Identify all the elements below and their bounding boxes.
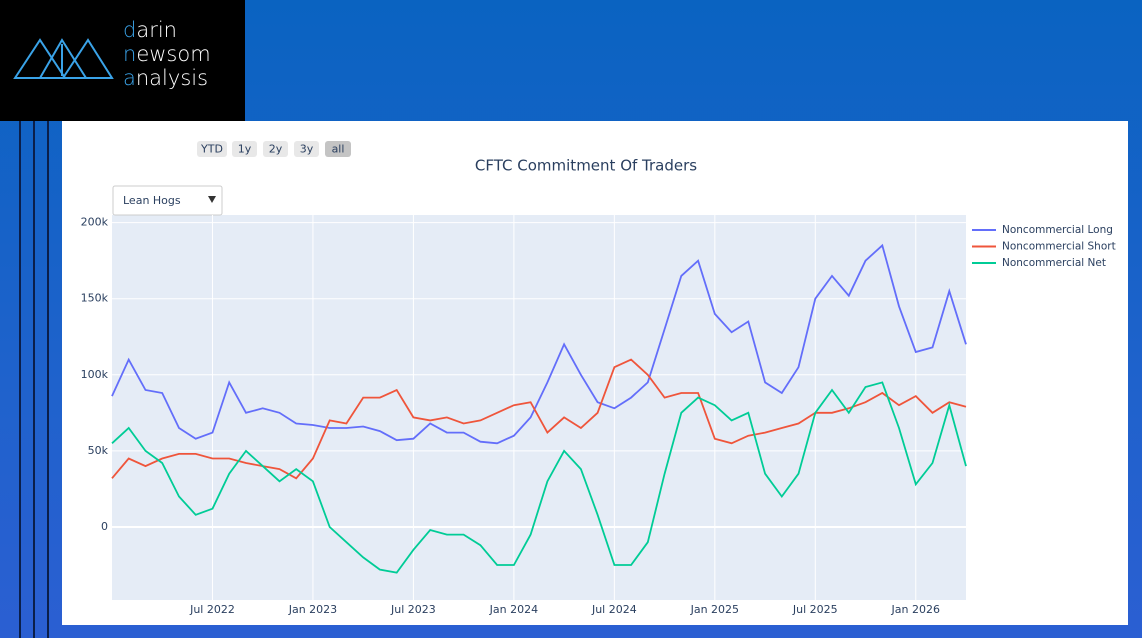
logo-text: darin newsom analysis <box>123 18 211 90</box>
legend-label[interactable]: Noncommercial Net <box>1002 257 1106 269</box>
side-lines <box>19 121 49 638</box>
range-button[interactable] <box>232 141 257 157</box>
y-tick-label: 50k <box>88 444 109 457</box>
x-tick-label: Jul 2023 <box>390 603 436 616</box>
legend-label[interactable]: Noncommercial Long <box>1002 224 1113 236</box>
range-button[interactable] <box>325 141 351 157</box>
logo-line: newsom <box>123 42 211 66</box>
range-button-label[interactable]: 1y <box>238 143 252 156</box>
logo-mark <box>13 38 114 79</box>
dropdown[interactable]: Lean Hogs <box>112 185 223 216</box>
range-button-label[interactable]: all <box>332 143 345 156</box>
range-button[interactable] <box>197 141 227 157</box>
range-button[interactable] <box>263 141 288 157</box>
x-tick-label: Jul 2024 <box>591 603 637 616</box>
y-tick-label: 0 <box>101 520 108 533</box>
x-tick-label: Jul 2022 <box>189 603 235 616</box>
legend-label[interactable]: Noncommercial Short <box>1002 241 1116 253</box>
x-tick-label: Jan 2025 <box>690 603 739 616</box>
range-button-label[interactable]: YTD <box>200 143 223 156</box>
chart-title: CFTC Commitment Of Traders <box>475 157 697 175</box>
logo-box <box>0 0 245 121</box>
range-button[interactable] <box>294 141 319 157</box>
dropdown-label[interactable]: Lean Hogs <box>123 194 181 207</box>
dropdown-box[interactable] <box>112 185 223 216</box>
range-button-label[interactable]: 2y <box>269 143 283 156</box>
series-line <box>111 381 967 574</box>
dropdown-arrow[interactable] <box>208 196 216 203</box>
y-tick-label: 150k <box>81 292 109 305</box>
logo-line: analysis <box>123 66 209 90</box>
x-tick-label: Jan 2023 <box>288 603 337 616</box>
series-line <box>111 358 967 480</box>
y-tick-label: 200k <box>81 216 109 229</box>
x-tick-label: Jan 2026 <box>891 603 940 616</box>
logo-line: darin <box>123 18 177 42</box>
plot-area <box>112 215 966 600</box>
x-tick-label: Jul 2025 <box>792 603 838 616</box>
y-tick-label: 100k <box>81 368 109 381</box>
range-button-label[interactable]: 3y <box>300 143 314 156</box>
series-line <box>111 243 967 445</box>
x-tick-label: Jan 2024 <box>489 603 538 616</box>
